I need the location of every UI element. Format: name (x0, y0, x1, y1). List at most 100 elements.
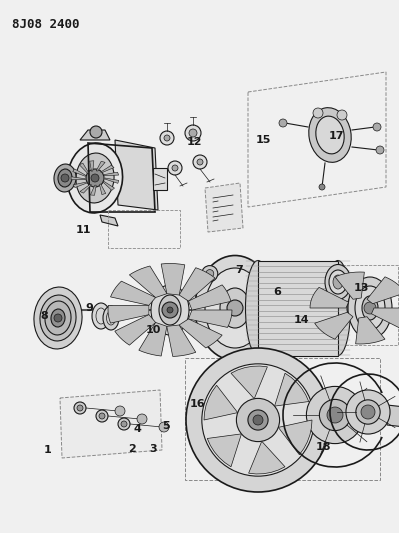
Polygon shape (207, 434, 241, 467)
Circle shape (164, 135, 170, 141)
Polygon shape (179, 268, 215, 301)
Polygon shape (371, 308, 399, 329)
Circle shape (337, 110, 347, 120)
Polygon shape (161, 263, 185, 295)
Ellipse shape (355, 286, 385, 330)
Circle shape (376, 146, 384, 154)
Circle shape (96, 410, 108, 422)
Polygon shape (275, 373, 309, 406)
Ellipse shape (54, 164, 76, 192)
Bar (108, 210, 180, 248)
Circle shape (202, 265, 218, 281)
Circle shape (118, 418, 130, 430)
Polygon shape (100, 215, 118, 226)
Circle shape (253, 415, 263, 425)
Ellipse shape (205, 268, 265, 348)
Polygon shape (278, 420, 312, 455)
Polygon shape (356, 317, 385, 344)
Circle shape (236, 398, 280, 442)
Circle shape (346, 390, 390, 434)
Polygon shape (80, 130, 110, 140)
Ellipse shape (67, 143, 122, 213)
Ellipse shape (316, 116, 344, 154)
Circle shape (252, 334, 268, 350)
Polygon shape (105, 178, 119, 183)
Circle shape (256, 338, 264, 346)
Polygon shape (179, 319, 222, 348)
Polygon shape (90, 161, 94, 171)
Circle shape (91, 174, 99, 182)
Text: 9: 9 (85, 303, 93, 312)
Polygon shape (71, 177, 85, 180)
Text: 3: 3 (150, 444, 158, 454)
Polygon shape (73, 182, 87, 188)
Polygon shape (115, 140, 158, 210)
Ellipse shape (40, 295, 76, 341)
Polygon shape (367, 277, 399, 304)
Ellipse shape (195, 255, 275, 360)
Polygon shape (73, 169, 86, 176)
Text: 5: 5 (162, 421, 170, 431)
Circle shape (206, 270, 214, 278)
Circle shape (356, 400, 380, 424)
Ellipse shape (45, 301, 71, 335)
Text: 4: 4 (134, 424, 142, 433)
Circle shape (74, 402, 86, 414)
Circle shape (313, 108, 323, 118)
Circle shape (189, 129, 197, 137)
Circle shape (61, 174, 69, 182)
Polygon shape (103, 181, 115, 190)
Ellipse shape (159, 295, 181, 325)
Polygon shape (335, 272, 364, 299)
Text: 8J08 2400: 8J08 2400 (12, 18, 79, 31)
Circle shape (77, 405, 83, 411)
Bar (153, 168, 167, 190)
Circle shape (248, 410, 268, 430)
Text: 11: 11 (75, 225, 91, 235)
Polygon shape (60, 390, 162, 458)
Circle shape (54, 314, 62, 322)
Polygon shape (139, 322, 167, 356)
Circle shape (306, 386, 363, 443)
Circle shape (186, 348, 330, 492)
Ellipse shape (362, 296, 378, 320)
Circle shape (137, 414, 147, 424)
Ellipse shape (58, 169, 72, 187)
Text: 12: 12 (187, 138, 202, 147)
Ellipse shape (245, 261, 271, 356)
Ellipse shape (329, 270, 347, 294)
Text: 10: 10 (146, 326, 161, 335)
Polygon shape (387, 405, 399, 427)
Circle shape (162, 302, 178, 318)
Circle shape (227, 300, 243, 316)
Ellipse shape (309, 108, 351, 163)
Polygon shape (315, 312, 353, 339)
Ellipse shape (333, 275, 343, 289)
Circle shape (159, 422, 169, 432)
Polygon shape (91, 185, 96, 195)
Ellipse shape (326, 261, 350, 356)
Text: 2: 2 (128, 444, 136, 454)
Circle shape (373, 123, 381, 131)
Circle shape (320, 399, 351, 431)
Circle shape (364, 302, 376, 314)
Circle shape (353, 301, 367, 315)
Text: 14: 14 (293, 315, 309, 325)
Ellipse shape (92, 303, 110, 329)
Ellipse shape (151, 285, 189, 335)
Polygon shape (205, 183, 243, 232)
Polygon shape (167, 325, 196, 357)
Text: 16: 16 (190, 399, 205, 409)
Ellipse shape (325, 264, 351, 300)
Polygon shape (96, 161, 105, 171)
Ellipse shape (103, 306, 119, 330)
Ellipse shape (34, 287, 82, 349)
Polygon shape (249, 441, 285, 474)
Circle shape (279, 119, 287, 127)
Polygon shape (129, 266, 167, 297)
Polygon shape (204, 385, 238, 420)
Text: 18: 18 (316, 442, 331, 451)
Polygon shape (111, 281, 156, 305)
Circle shape (99, 413, 105, 419)
Ellipse shape (348, 277, 392, 339)
